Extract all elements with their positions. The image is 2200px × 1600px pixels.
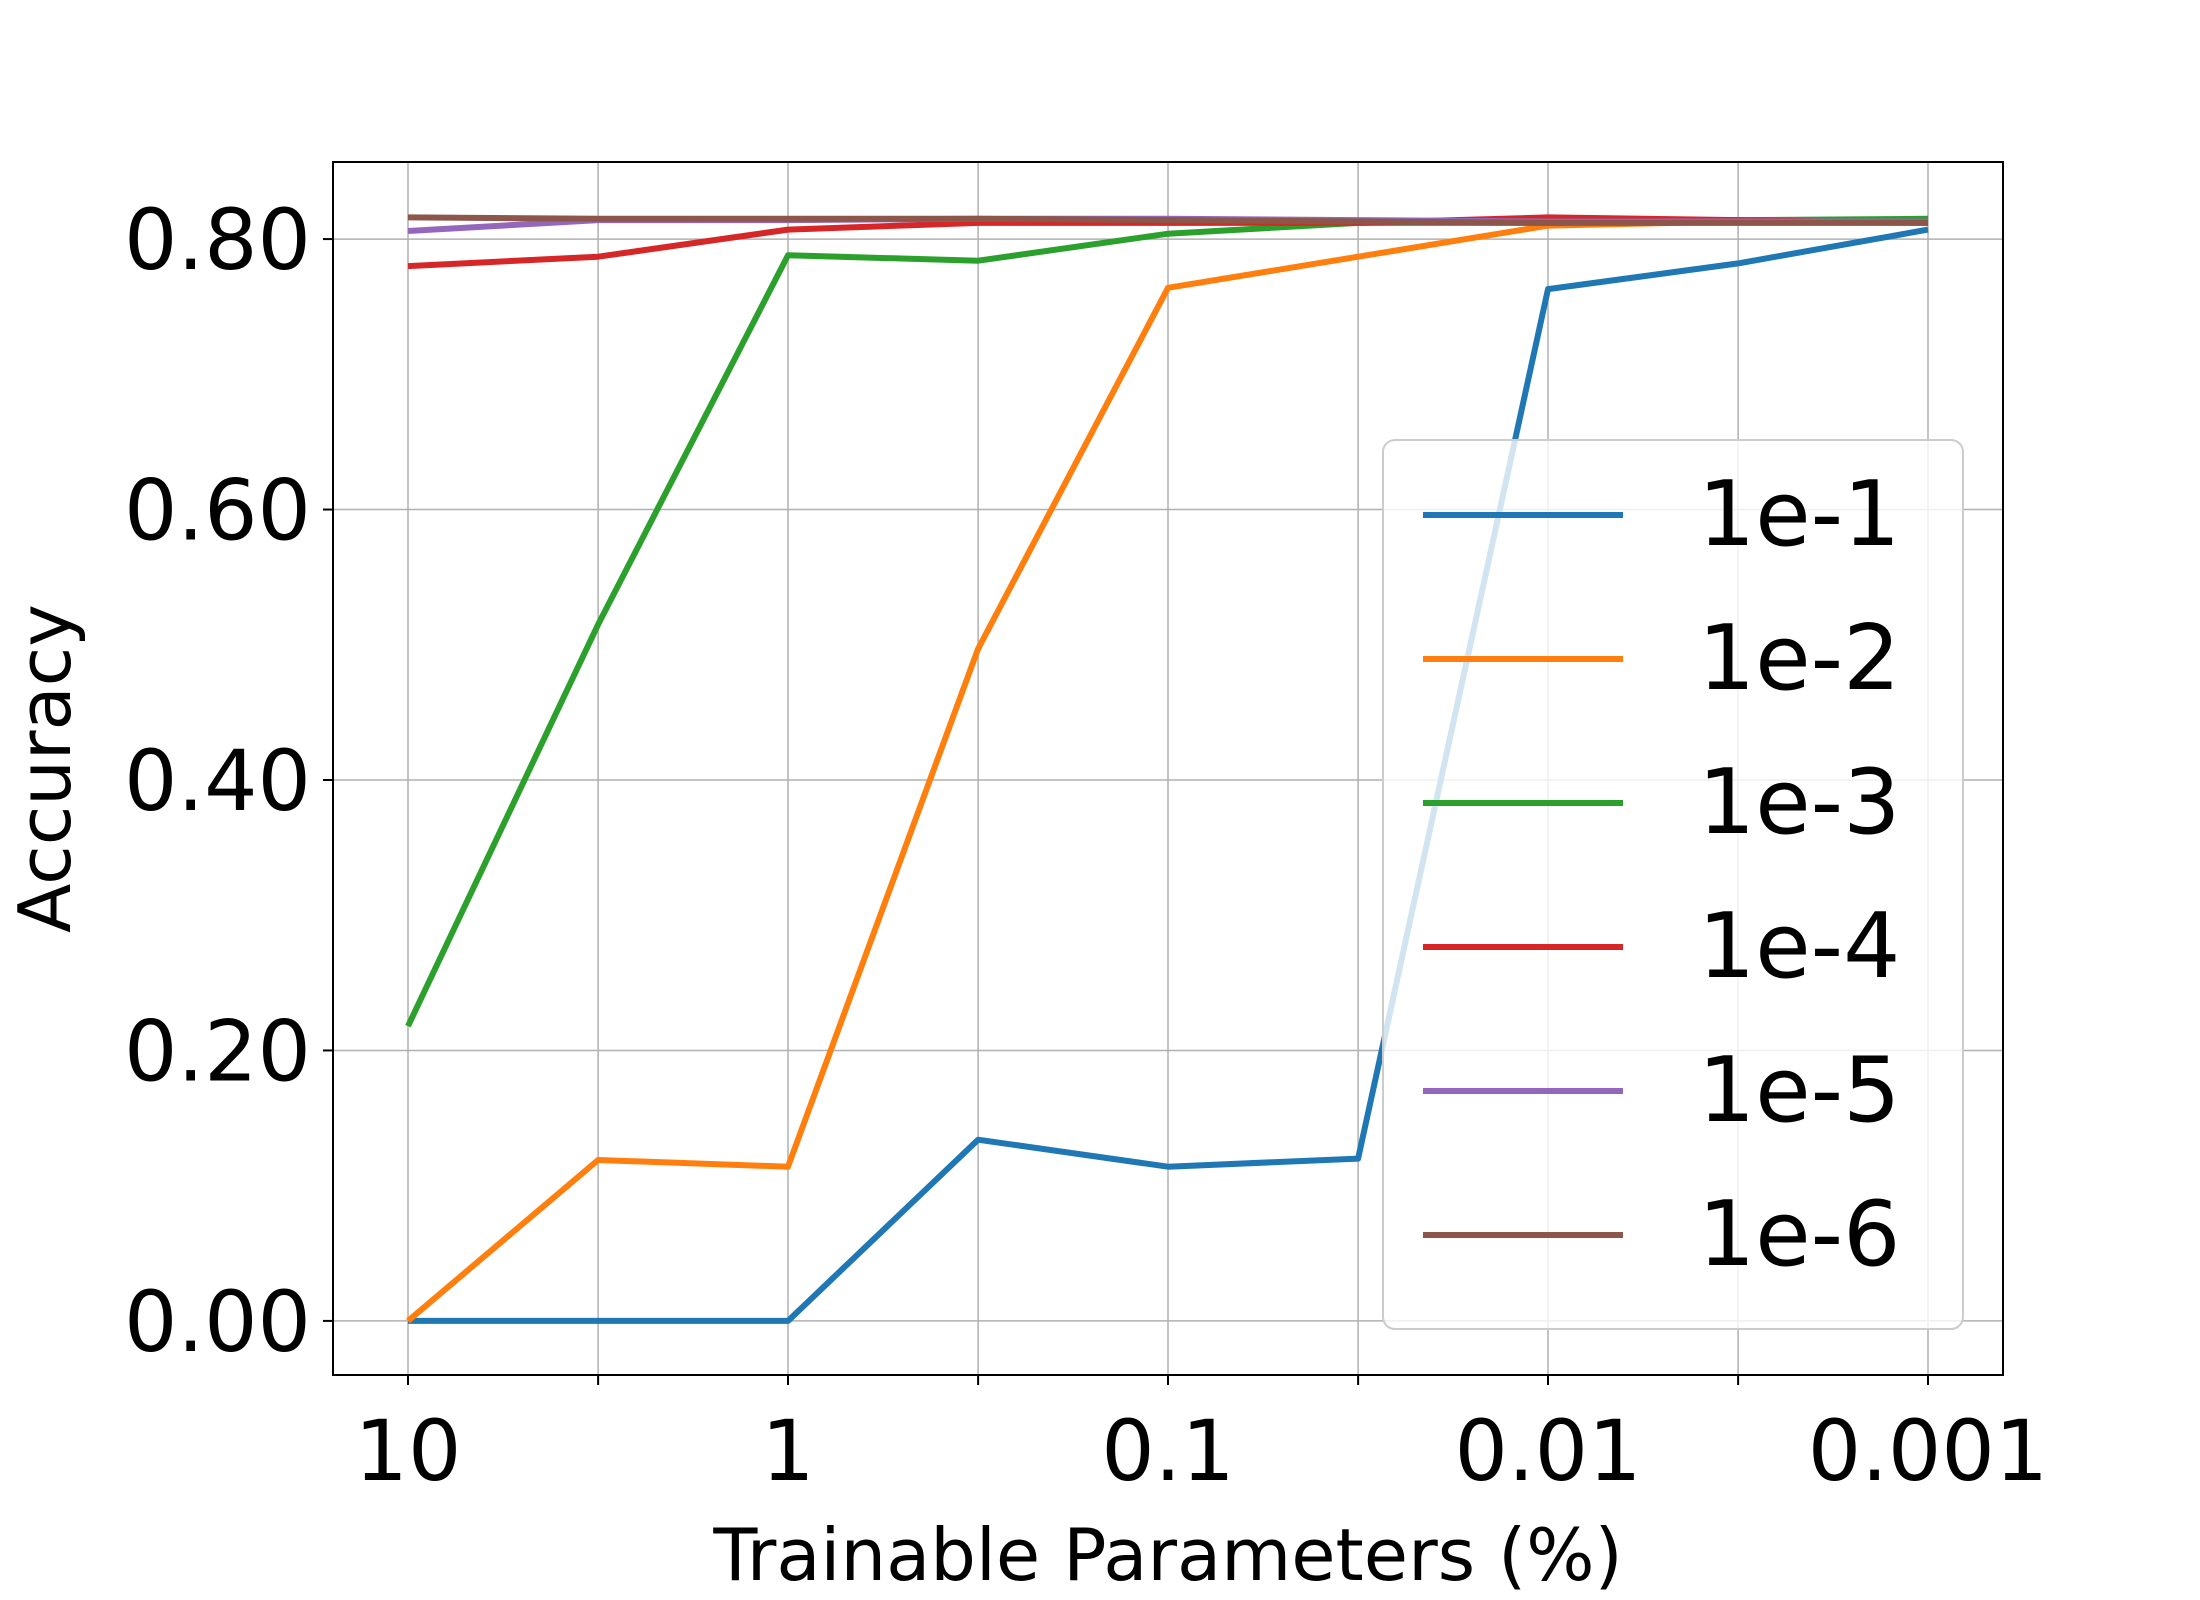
y-axis-label: Accuracy (3, 604, 87, 933)
y-tick-label: 0.00 (124, 1273, 311, 1371)
x-tick-label: 0.01 (1454, 1402, 1641, 1500)
y-tick-label: 0.80 (124, 191, 311, 289)
y-tick-label: 0.60 (124, 462, 311, 560)
y-tick-label: 0.40 (124, 732, 311, 830)
legend-box (1382, 439, 1964, 1330)
x-tick-label: 10 (355, 1402, 462, 1500)
legend-label-1e-2: 1e-2 (1698, 606, 1900, 711)
legend-label-1e-1: 1e-1 (1698, 462, 1900, 567)
series-line-1e-6 (407, 214, 1928, 226)
legend-label-1e-6: 1e-6 (1698, 1182, 1900, 1287)
x-tick-label: 0.001 (1808, 1402, 2048, 1500)
x-tick-label: 1 (761, 1402, 814, 1500)
x-tick-label: 0.1 (1101, 1402, 1235, 1500)
x-axis-label: Trainable Parameters (%) (712, 1513, 1622, 1597)
series-lines (405, 214, 1929, 1324)
legend-label-1e-3: 1e-3 (1698, 750, 1900, 855)
legend-label-1e-5: 1e-5 (1698, 1038, 1900, 1143)
legend-label-1e-4: 1e-4 (1698, 894, 1900, 999)
legend: 1e-1 1e-2 1e-3 1e-4 1e-5 1e-6 (1382, 439, 1964, 1330)
axis-ticks: 10 1 0.1 0.01 0.001 0.00 0.20 0.40 0.60 0.80 (124, 191, 2048, 1500)
series-line-1e-1 (408, 226, 1929, 1324)
y-tick-label: 0.20 (124, 1002, 311, 1100)
